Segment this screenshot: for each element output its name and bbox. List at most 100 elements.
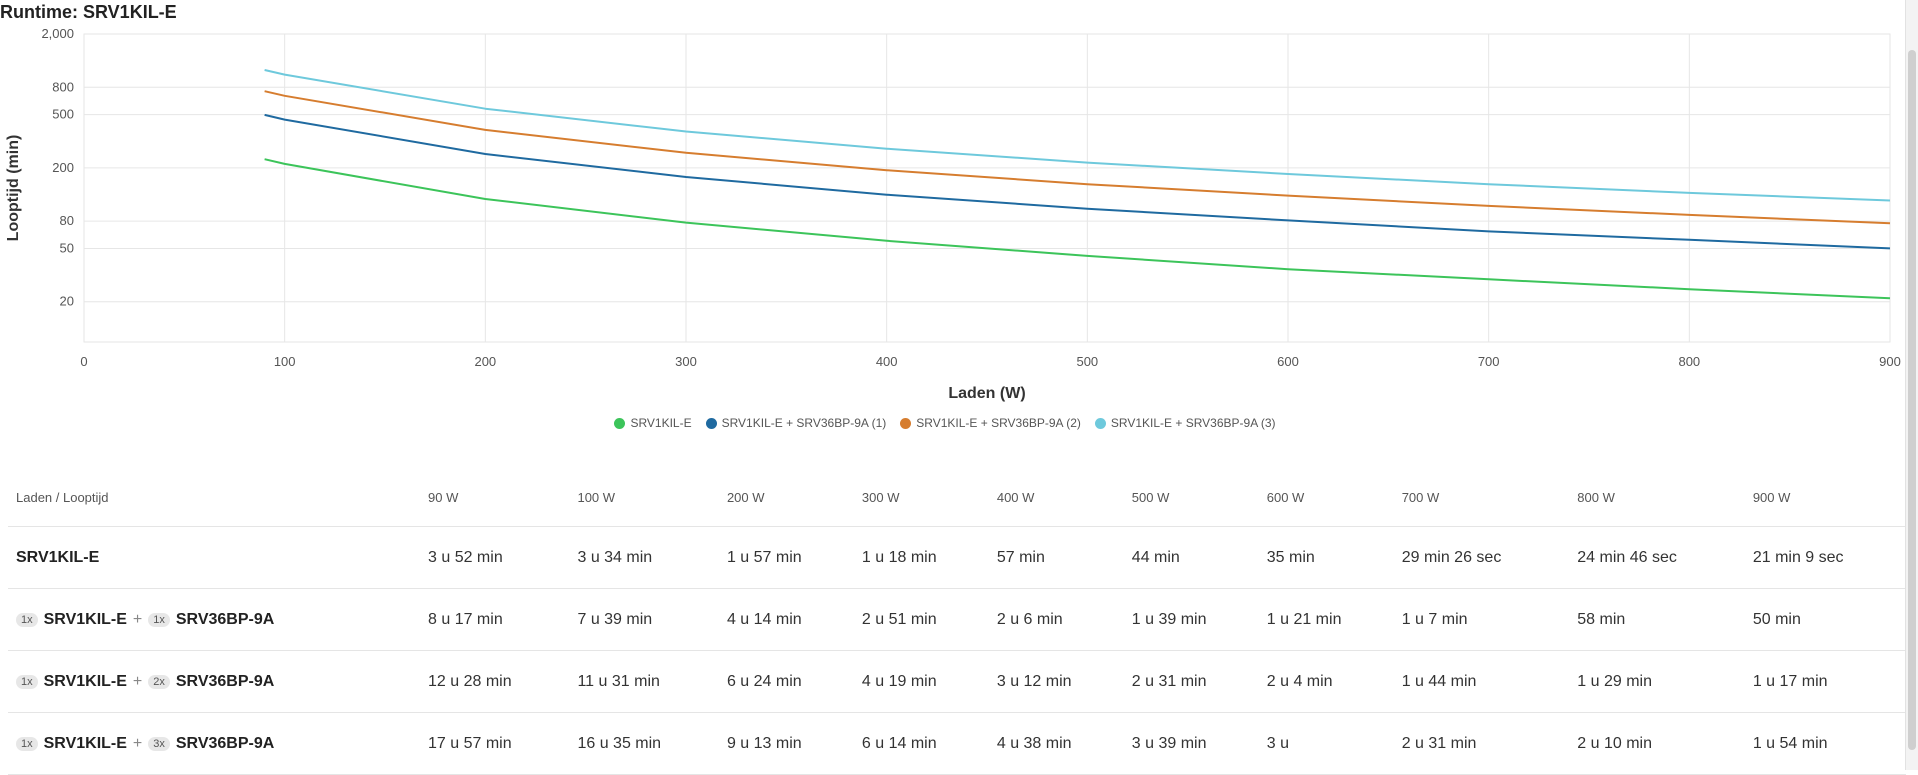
chart-axes: 0 100 200 300 400 500 600 700 800 900 20 50 80 200 500… [41, 26, 1900, 369]
legend-label: SRV1KIL-E + SRV36BP-9A (3) [1110, 416, 1276, 430]
ups-quantity-badge: 1x [16, 674, 38, 689]
runtime-value-cell: 17 u 57 min [420, 712, 570, 775]
x-tick-label: 100 [274, 354, 296, 369]
runtime-value-cell: 35 min [1258, 526, 1394, 589]
table-column-header: 600 W [1258, 468, 1394, 527]
legend-item-1[interactable]: SRV1KIL-E [614, 416, 692, 430]
row-config-label: 1x SRV1KIL-E +2x SRV36BP-9A [8, 650, 420, 713]
x-tick-label: 200 [474, 354, 496, 369]
legend-marker [705, 417, 717, 429]
series-line-4 [264, 69, 1891, 202]
runtime-value-cell: 8 u 17 min [420, 588, 570, 651]
x-tick-label: 800 [1678, 354, 1700, 369]
runtime-value-cell: 50 min [1744, 588, 1906, 651]
runtime-value-cell: 1 u 21 min [1258, 588, 1394, 651]
runtime-value-cell: 1 u 7 min [1393, 588, 1570, 651]
runtime-value-cell: 1 u 18 min [853, 526, 989, 589]
runtime-value-cell: 44 min [1123, 526, 1259, 589]
y-tick-label: 2,000 [41, 26, 74, 41]
runtime-value-cell: 1 u 29 min [1569, 650, 1745, 713]
runtime-value-cell: 58 min [1569, 588, 1745, 651]
row-config-label: 1x SRV1KIL-E +3x SRV36BP-9A [8, 712, 420, 775]
x-tick-label: 600 [1277, 354, 1299, 369]
y-tick-label: 800 [52, 79, 74, 94]
runtime-value-cell: 3 u 39 min [1123, 712, 1259, 775]
runtime-value-cell: 21 min 9 sec [1744, 526, 1906, 589]
battery-model-name: SRV36BP-9A [175, 734, 275, 752]
runtime-value-cell: 2 u 4 min [1258, 650, 1394, 713]
legend-item-3[interactable]: SRV1KIL-E + SRV36BP-9A (2) [900, 416, 1081, 430]
series-line-1 [264, 158, 1891, 300]
plus-sign: + [132, 734, 143, 752]
legend-marker [1094, 417, 1106, 429]
y-tick-label: 20 [60, 294, 74, 309]
y-tick-label: 500 [52, 107, 74, 122]
battery-quantity-badge: 3x [148, 736, 170, 751]
chart-series [264, 69, 1891, 300]
legend-item-2[interactable]: SRV1KIL-E + SRV36BP-9A (1) [705, 416, 887, 430]
y-axis-label: Looptijd (min) [5, 135, 22, 242]
legend-marker [614, 417, 626, 429]
legend-item-4[interactable]: SRV1KIL-E + SRV36BP-9A (3) [1094, 416, 1276, 430]
runtime-value-cell: 57 min [988, 526, 1124, 589]
runtime-value-cell: 9 u 13 min [718, 712, 854, 775]
runtime-value-cell: 2 u 6 min [988, 588, 1124, 651]
plus-sign: + [132, 672, 143, 690]
runtime-value-cell: 4 u 19 min [853, 650, 989, 713]
x-tick-label: 900 [1879, 354, 1901, 369]
table-body: SRV1KIL-E 3 u 52 min 3 u 34 min 1 u 57 min 1… [8, 526, 1906, 775]
battery-model-name: SRV36BP-9A [175, 610, 275, 628]
runtime-value-cell: 1 u 17 min [1744, 650, 1906, 713]
runtime-value-cell: 3 u [1258, 712, 1394, 775]
runtime-value-cell: 2 u 10 min [1569, 712, 1745, 775]
row-config-label: SRV1KIL-E [8, 526, 420, 589]
y-tick-label: 80 [60, 213, 74, 228]
runtime-table: Laden / Looptijd 90 W 100 W 200 W 300 W 400 … [8, 468, 1906, 775]
legend-label: SRV1KIL-E + SRV36BP-9A (2) [916, 416, 1081, 430]
ups-quantity-badge: 1x [16, 736, 38, 751]
ups-quantity-badge: 1x [16, 612, 38, 627]
runtime-value-cell: 12 u 28 min [420, 650, 570, 713]
runtime-value-cell: 3 u 12 min [988, 650, 1124, 713]
plot-frame [83, 33, 1891, 343]
legend-marker [900, 417, 912, 429]
runtime-value-cell: 3 u 52 min [420, 526, 570, 589]
table-column-header: 400 W [988, 468, 1124, 527]
table-column-header: 800 W [1569, 468, 1745, 527]
table-row: 1x SRV1KIL-E +2x SRV36BP-9A 12 u 28 min 11 u … [8, 650, 1906, 713]
y-tick-label: 50 [60, 240, 74, 255]
table-column-header: 100 W [569, 468, 719, 527]
series-line-2 [264, 113, 1891, 250]
scrollbar-thumb[interactable] [1908, 50, 1916, 750]
chart-grid [83, 33, 1891, 343]
battery-quantity-badge: 1x [148, 612, 170, 627]
runtime-value-cell: 7 u 39 min [569, 588, 719, 651]
vertical-scrollbar[interactable] [1905, 0, 1918, 770]
legend-label: SRV1KIL-E [630, 416, 692, 430]
runtime-value-cell: 3 u 34 min [569, 526, 719, 589]
runtime-chart: 0 100 200 300 400 500 600 700 800 900 20 50 80 200 500… [5, 26, 1901, 402]
runtime-value-cell: 6 u 14 min [853, 712, 989, 775]
page-title: Runtime: SRV1KIL-E [0, 2, 177, 22]
x-tick-label: 700 [1478, 354, 1500, 369]
table-row: 1x SRV1KIL-E +3x SRV36BP-9A 17 u 57 min 16 u … [8, 712, 1906, 775]
table-row: 1x SRV1KIL-E +1x SRV36BP-9A 8 u 17 min 7 u 39… [8, 588, 1906, 651]
ups-model-name: SRV1KIL-E [43, 672, 127, 690]
table-column-header: 900 W [1744, 468, 1906, 527]
x-tick-label: 0 [80, 354, 87, 369]
row-config-label: 1x SRV1KIL-E +1x SRV36BP-9A [8, 588, 420, 651]
runtime-value-cell: 2 u 31 min [1123, 650, 1259, 713]
table-header-row: Laden / Looptijd 90 W 100 W 200 W 300 W 400 … [8, 468, 1906, 527]
x-tick-label: 300 [675, 354, 697, 369]
legend-label: SRV1KIL-E + SRV36BP-9A (1) [721, 416, 887, 430]
table-column-header: 300 W [853, 468, 989, 527]
x-tick-label: 500 [1076, 354, 1098, 369]
x-tick-label: 400 [876, 354, 898, 369]
runtime-value-cell: 1 u 44 min [1393, 650, 1570, 713]
table-column-header: 700 W [1393, 468, 1570, 527]
series-line-3 [264, 90, 1891, 225]
battery-quantity-badge: 2x [148, 674, 170, 689]
y-tick-label: 200 [52, 160, 74, 175]
table-header-label: Laden / Looptijd [8, 468, 420, 527]
ups-model-name: SRV1KIL-E [43, 610, 127, 628]
